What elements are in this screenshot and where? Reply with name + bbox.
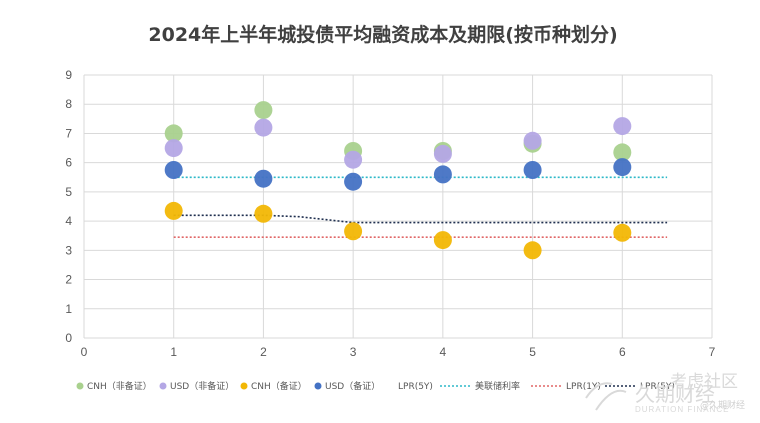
legend-marker	[76, 382, 84, 390]
data-point-series-1	[613, 117, 632, 136]
watermark-community-text: 考虑社区	[670, 372, 738, 392]
legend-label: LPR(5Y)	[398, 382, 433, 392]
data-point-series-0	[254, 101, 273, 120]
data-point-series-0	[613, 143, 632, 162]
x-tick-label: 6	[619, 345, 626, 359]
data-point-series-2	[254, 204, 273, 223]
legend-label: USD（非备证）	[170, 380, 234, 392]
data-point-series-2	[344, 222, 363, 241]
legend-marker	[240, 382, 248, 390]
watermark-main-text: 久期财经	[635, 382, 715, 406]
data-point-series-3	[344, 172, 363, 191]
x-tick-label: 2	[260, 345, 267, 359]
legend-marker	[159, 382, 167, 390]
legend-label: LPR(5Y)	[640, 382, 675, 392]
y-tick-label: 5	[65, 185, 72, 199]
y-tick-label: 2	[65, 273, 72, 287]
data-point-series-1	[433, 144, 452, 163]
data-point-series-3	[433, 165, 452, 184]
legend-item[interactable]: USD（备证）	[314, 380, 381, 392]
y-tick-label: 6	[65, 156, 72, 170]
legend-label: LPR(1Y)	[566, 382, 601, 392]
legend-item[interactable]: USD（非备证）	[159, 380, 235, 392]
legend-item[interactable]: CNH（备证）	[240, 380, 307, 392]
legend-label: USD（备证）	[325, 380, 380, 392]
reference-lines	[173, 176, 668, 238]
x-tick-label: 4	[440, 345, 447, 359]
y-tick-label: 9	[65, 68, 72, 82]
watermark-sub-text: DURATION FINANCE	[635, 405, 730, 414]
data-point-series-3	[613, 158, 632, 177]
data-point-series-3	[254, 169, 273, 188]
data-point-series-1	[344, 150, 363, 169]
data-point-series-3	[523, 161, 542, 179]
y-tick-label: 0	[65, 331, 72, 345]
legend-label: 美联储利率	[475, 380, 520, 392]
data-points	[164, 101, 632, 260]
y-tick-label: 4	[65, 214, 72, 228]
watermark-logo-icon	[585, 382, 627, 411]
legend-item[interactable]: LPR(5Y)	[398, 382, 433, 392]
data-point-series-3	[164, 161, 183, 179]
legend-marker	[314, 382, 322, 390]
watermark-handle-text: @久期财经	[700, 399, 745, 411]
x-tick-label: 1	[170, 345, 177, 359]
legend-item[interactable]: 美联储利率	[440, 380, 520, 392]
data-point-series-1	[523, 131, 542, 150]
y-tick-label: 7	[65, 126, 72, 140]
data-point-series-1	[164, 139, 183, 158]
data-point-series-1	[254, 118, 273, 137]
chart-title: 2024年上半年城投债平均融资成本及期限(按币种划分)	[148, 23, 617, 46]
legend-item[interactable]: LPR(1Y)	[531, 382, 601, 392]
x-tick-label: 0	[81, 345, 88, 359]
x-tick-label: 3	[350, 345, 357, 359]
axis-ticks: 0 1 2 3 4 5 6 7 8 9 0 1 2 3 4 5 6 7	[65, 68, 715, 359]
x-tick-label: 7	[709, 345, 716, 359]
y-tick-label: 1	[65, 302, 72, 316]
legend-item[interactable]: LPR(5Y)	[605, 382, 675, 392]
x-tick-label: 5	[529, 345, 536, 359]
legend-label: CNH（非备证）	[87, 380, 152, 392]
legend-label: CNH（备证）	[251, 380, 307, 392]
data-point-series-2	[164, 201, 183, 220]
data-point-series-2	[433, 231, 452, 250]
series-line-0	[173, 214, 668, 224]
data-point-series-2	[613, 223, 632, 242]
y-tick-label: 8	[65, 97, 72, 111]
legend[interactable]: CNH（非备证） USD（非备证） CNH（备证） USD（备证） LPR(5Y) 美联储…	[76, 380, 675, 392]
y-tick-label: 3	[65, 243, 72, 257]
watermark: 久期财经 DURATION FINANCE 考虑社区 @久期财经	[585, 372, 745, 414]
data-point-series-0	[164, 124, 183, 143]
data-point-series-2	[523, 241, 542, 260]
legend-item[interactable]: CNH（非备证）	[76, 380, 152, 392]
